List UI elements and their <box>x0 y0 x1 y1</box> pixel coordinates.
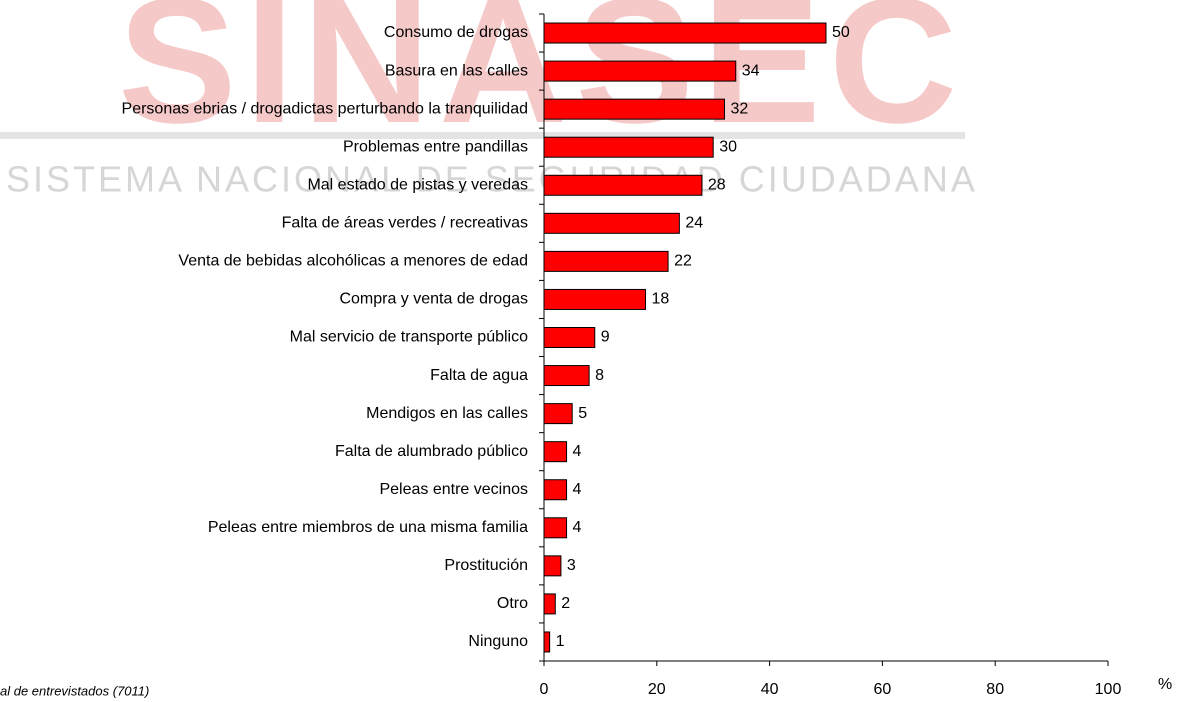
bar <box>543 22 827 44</box>
y-tick-label: Compra y venta de drogas <box>339 291 528 308</box>
y-tick-label: Ninguno <box>468 633 528 650</box>
watermark-band <box>0 132 965 139</box>
bar <box>543 479 568 501</box>
y-tick-label: Falta de áreas verdes / recreativas <box>282 215 528 232</box>
bar <box>543 555 562 577</box>
x-tick-label: 40 <box>761 681 779 698</box>
value-label: 3 <box>567 557 576 574</box>
watermark-subtitle: SISTEMA NACIONAL DE SEGURIDAD CIUDADANA <box>6 159 978 200</box>
bar <box>543 174 703 196</box>
value-label: 18 <box>652 291 670 308</box>
value-label: 28 <box>708 176 726 193</box>
x-tick-label: 100 <box>1095 681 1122 698</box>
value-label: 22 <box>674 253 692 270</box>
value-label: 1 <box>556 633 565 650</box>
bar <box>543 288 647 310</box>
value-label: 30 <box>719 138 737 155</box>
value-label: 32 <box>730 100 748 117</box>
y-tick-label: Mendigos en las calles <box>366 405 528 422</box>
x-axis-label: % <box>1158 676 1172 693</box>
value-label: 4 <box>573 443 582 460</box>
y-tick-label: Personas ebrias / drogadictas perturband… <box>122 100 528 117</box>
y-tick-label: Basura en las calles <box>385 62 528 79</box>
bar <box>543 631 551 653</box>
value-label: 4 <box>573 481 582 498</box>
value-label: 2 <box>561 595 570 612</box>
y-tick-label: Consumo de drogas <box>384 24 528 41</box>
x-tick-label: 80 <box>986 681 1004 698</box>
bar <box>543 136 714 158</box>
y-tick-label: Problemas entre pandillas <box>343 138 528 155</box>
bar <box>543 403 573 425</box>
y-tick-label: Peleas entre vecinos <box>379 481 528 498</box>
y-tick-label: Mal estado de pistas y veredas <box>307 176 528 193</box>
bar <box>543 593 556 615</box>
bar <box>543 212 680 234</box>
bar <box>543 60 737 82</box>
bar <box>543 250 669 272</box>
bar <box>543 327 596 348</box>
value-label: 50 <box>832 24 850 41</box>
x-tick-label: 20 <box>648 681 666 698</box>
y-tick-label: Otro <box>497 595 528 612</box>
value-label: 4 <box>573 519 582 536</box>
value-label: 5 <box>578 405 587 422</box>
y-tick-label: Falta de alumbrado público <box>335 443 528 460</box>
bar <box>543 365 590 387</box>
value-label: 34 <box>742 62 760 79</box>
footnote: al de entrevistados (7011) <box>0 683 149 698</box>
y-tick-label: Mal servicio de transporte público <box>290 329 528 346</box>
value-label: 9 <box>601 329 610 346</box>
bar <box>543 517 568 539</box>
value-label: 8 <box>595 367 604 384</box>
bar <box>543 441 568 463</box>
x-tick-label: 60 <box>874 681 892 698</box>
y-tick-label: Prostitución <box>444 557 528 574</box>
x-tick-label: 0 <box>540 681 549 698</box>
value-label: 24 <box>685 215 703 232</box>
y-tick-label: Falta de agua <box>430 367 528 384</box>
y-tick-label: Peleas entre miembros de una misma famil… <box>208 519 528 536</box>
bar <box>543 98 725 120</box>
y-tick-label: Venta de bebidas alcohólicas a menores d… <box>178 253 528 270</box>
